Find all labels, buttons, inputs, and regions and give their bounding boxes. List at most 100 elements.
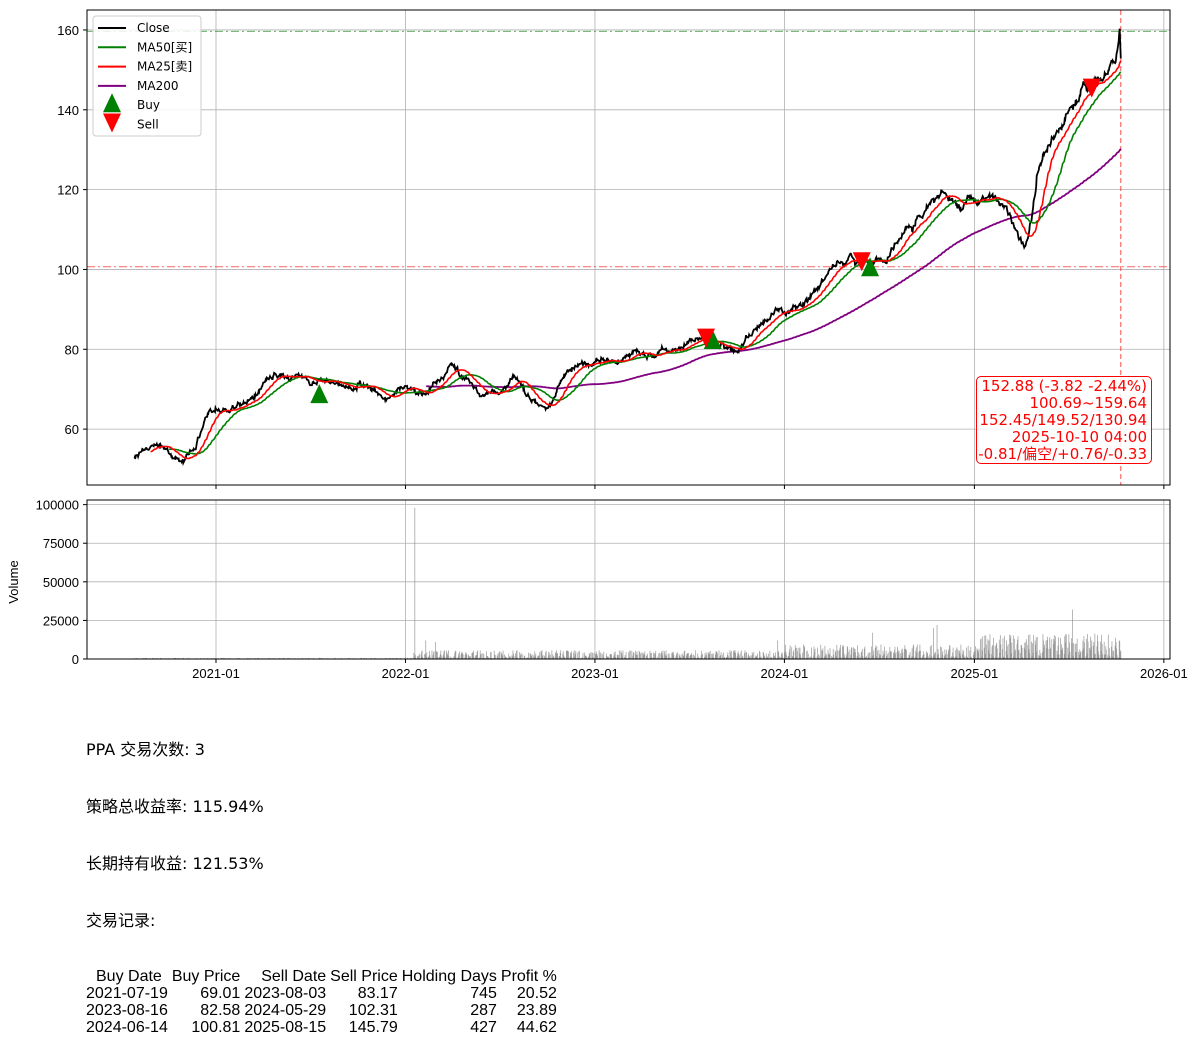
cell-sell-date: 2025-08-15 xyxy=(244,1019,330,1036)
y-tick-label: 60 xyxy=(65,422,79,437)
table-row: 2023-08-16 82.58 2024-05-29 102.31 287 2… xyxy=(86,1002,561,1019)
cell-profit: 44.62 xyxy=(501,1019,561,1036)
info-moving-averages: 152.45/149.52/130.94 xyxy=(977,412,1147,429)
volume-bar xyxy=(1077,639,1078,659)
volume-bar xyxy=(873,650,874,659)
cell-buy-price: 82.58 xyxy=(172,1002,244,1019)
volume-bar xyxy=(815,649,816,659)
table-row: 2021-07-19 69.01 2023-08-03 83.17 745 20… xyxy=(86,985,561,1002)
info-signal: -0.81/偏空/+0.76/-0.33 xyxy=(977,446,1147,463)
volume-bar xyxy=(535,654,536,659)
volume-bar xyxy=(551,650,552,659)
volume-bar xyxy=(1113,652,1114,659)
volume-bar xyxy=(659,653,660,659)
volume-bar xyxy=(851,648,852,659)
volume-bar xyxy=(975,646,976,659)
volume-bar xyxy=(870,652,871,659)
header-sell-date: Sell Date xyxy=(244,968,330,985)
volume-bar xyxy=(891,652,892,659)
volume-bar xyxy=(1048,649,1049,659)
cell-sell-price: 145.79 xyxy=(330,1019,402,1036)
volume-bar xyxy=(913,644,914,659)
volume-bar xyxy=(790,645,791,659)
volume-bar xyxy=(997,649,998,659)
volume-bar xyxy=(1072,610,1073,659)
volume-bar xyxy=(1102,654,1103,659)
volume-bar xyxy=(966,648,967,659)
volume-bar xyxy=(483,654,484,659)
volume-bar xyxy=(745,650,746,659)
volume-bar xyxy=(639,652,640,659)
x-tick-label: 2021-01 xyxy=(192,666,240,681)
volume-bar xyxy=(1030,635,1031,659)
volume-bar xyxy=(1066,635,1067,659)
x-tick-label: 2026-01 xyxy=(1140,666,1188,681)
volume-axes-frame xyxy=(87,500,1170,659)
volume-bar xyxy=(1044,645,1045,659)
volume-bar xyxy=(590,653,591,659)
volume-bar xyxy=(1080,651,1081,659)
volume-bar xyxy=(979,649,980,659)
volume-bar xyxy=(499,651,500,659)
volume-bar xyxy=(599,650,600,659)
volume-bar xyxy=(491,652,492,659)
table-row: 2024-06-14 100.81 2025-08-15 145.79 427 … xyxy=(86,1019,561,1036)
y-tick-label: 100 xyxy=(57,262,79,277)
y-tick-label: 120 xyxy=(57,183,79,198)
legend-label: Close xyxy=(137,21,170,35)
strategy-return: 策略总收益率: 115.94% xyxy=(86,797,561,816)
volume-bar xyxy=(757,654,758,659)
volume-bar xyxy=(644,651,645,659)
volume-y-tick-label: 0 xyxy=(72,652,79,667)
volume-bar xyxy=(804,647,805,659)
volume-bar xyxy=(601,653,602,659)
volume-bar xyxy=(933,628,934,659)
table-header-row: Buy Date Buy Price Sell Date Sell Price … xyxy=(86,968,561,985)
cell-buy-date: 2023-08-16 xyxy=(86,1002,172,1019)
volume-bar xyxy=(746,652,747,659)
volume-bar xyxy=(495,655,496,659)
volume-bar xyxy=(539,652,540,659)
y-tick-label: 140 xyxy=(57,103,79,118)
volume-bar xyxy=(719,650,720,659)
volume-bar xyxy=(1008,644,1009,659)
volume-bar xyxy=(881,645,882,659)
volume-bar xyxy=(633,653,634,659)
x-tick-label: 2022-01 xyxy=(382,666,430,681)
volume-bar xyxy=(466,655,467,659)
cell-holding-days: 287 xyxy=(402,1002,501,1019)
volume-bar xyxy=(710,651,711,659)
volume-bar xyxy=(793,650,794,659)
legend-label: MA25[卖] xyxy=(137,60,192,74)
volume-bar xyxy=(811,647,812,659)
volume-bar xyxy=(717,653,718,659)
volume-bar xyxy=(817,648,818,659)
volume-bar xyxy=(840,645,841,659)
volume-bar xyxy=(677,652,678,659)
cell-buy-date: 2021-07-19 xyxy=(86,985,172,1002)
volume-bar xyxy=(902,653,903,659)
volume-bar xyxy=(1055,636,1056,659)
volume-bar xyxy=(833,655,834,659)
trade-count: PPA 交易次数: 3 xyxy=(86,740,561,759)
volume-bar xyxy=(463,654,464,659)
volume-bar xyxy=(455,651,456,659)
volume-bar xyxy=(550,655,551,659)
volume-bar xyxy=(481,654,482,659)
volume-bars xyxy=(134,508,1122,659)
volume-bar xyxy=(437,652,438,659)
legend-label: Sell xyxy=(137,118,159,132)
volume-bar xyxy=(641,653,642,659)
volume-bar xyxy=(666,655,667,659)
cell-profit: 23.89 xyxy=(501,1002,561,1019)
volume-bar xyxy=(434,651,435,659)
volume-bar xyxy=(995,646,996,659)
cell-buy-price: 69.01 xyxy=(172,985,244,1002)
cell-profit: 20.52 xyxy=(501,985,561,1002)
volume-y-tick-label: 75000 xyxy=(43,536,79,551)
volume-bar xyxy=(1070,652,1071,659)
volume-y-tick-label: 100000 xyxy=(36,498,79,513)
